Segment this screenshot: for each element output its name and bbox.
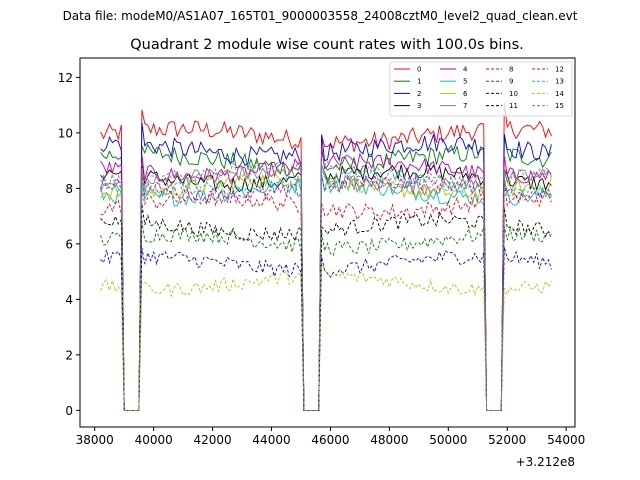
legend-label-12: 12 (555, 66, 564, 74)
y-tick-label: 2 (65, 348, 73, 362)
legend-label-13: 13 (555, 78, 564, 86)
x-tick-label: 42000 (193, 433, 231, 447)
series-line-14 (100, 262, 552, 411)
legend-label-2: 2 (417, 90, 421, 98)
legend-label-4: 4 (463, 66, 468, 74)
y-tick-label: 0 (65, 404, 73, 418)
y-tick-label: 10 (58, 126, 73, 140)
series-line-10 (100, 246, 552, 411)
y-tick-label: 8 (65, 182, 73, 196)
legend-label-7: 7 (463, 102, 467, 110)
x-tick-label: 44000 (252, 433, 290, 447)
x-tick-label: 52000 (488, 433, 526, 447)
legend-label-11: 11 (509, 102, 518, 110)
series-line-6 (100, 168, 552, 411)
legend-label-6: 6 (463, 90, 468, 98)
series-line-15 (100, 153, 552, 411)
legend-label-1: 1 (417, 78, 421, 86)
legend-label-9: 9 (509, 78, 513, 86)
x-tick-label: 50000 (429, 433, 467, 447)
series-line-5 (100, 174, 552, 411)
series-line-8 (100, 180, 552, 411)
axes-frame (79, 57, 576, 428)
x-tick-label: 46000 (311, 433, 349, 447)
series-line-4 (100, 145, 552, 411)
chart-title: Quadrant 2 module wise count rates with … (130, 37, 524, 53)
legend-label-3: 3 (417, 102, 421, 110)
data-file-header: Data file: modeM0/AS1A07_165T01_90000035… (63, 9, 578, 23)
x-offset-label: +3.212e8 (516, 455, 575, 469)
plot-lines (100, 102, 552, 411)
x-axis: 38000 40000 42000 44000 46000 48000 50000 52000… (76, 427, 585, 447)
y-axis: 0 2 4 6 8 10 12 (58, 71, 80, 418)
x-tick-label: 40000 (135, 433, 173, 447)
y-tick-label: 6 (65, 237, 73, 251)
x-tick-label: 48000 (370, 433, 408, 447)
series-line-13 (100, 163, 552, 411)
series-line-0 (100, 102, 552, 411)
y-tick-label: 4 (65, 293, 73, 307)
legend-box (389, 61, 573, 117)
legend-label-10: 10 (509, 90, 518, 98)
x-tick-label: 54000 (547, 433, 585, 447)
series-line-2 (100, 122, 552, 411)
legend-label-8: 8 (509, 66, 513, 74)
series-line-9 (100, 221, 552, 411)
legend-label-5: 5 (463, 78, 467, 86)
series-line-11 (100, 203, 552, 411)
y-tick-label: 12 (58, 71, 73, 85)
legend-label-15: 15 (555, 102, 564, 110)
legend-label-0: 0 (417, 66, 421, 74)
legend-label-14: 14 (555, 90, 564, 98)
x-tick-label: 38000 (76, 433, 114, 447)
